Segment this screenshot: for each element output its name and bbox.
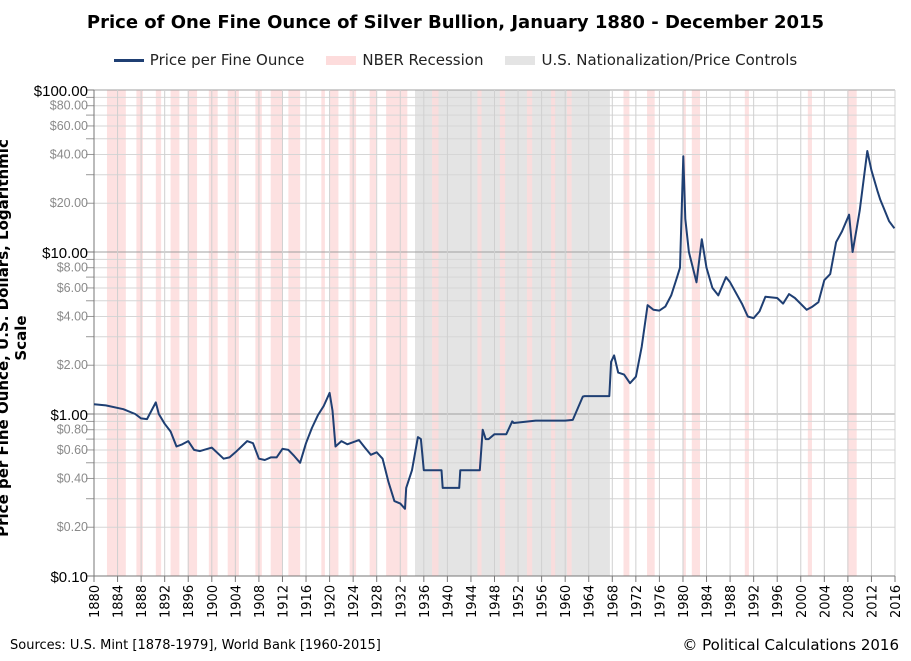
x-tick-label: 1940 xyxy=(441,585,456,618)
price-line xyxy=(93,150,896,510)
y-tick-label-minor: $80.00 xyxy=(50,99,88,113)
x-tick-label: 2016 xyxy=(889,585,904,618)
x-tick-label: 1956 xyxy=(536,585,551,618)
x-tick-label: 2008 xyxy=(842,585,857,618)
legend: Price per Fine Ounce NBER Recession U.S.… xyxy=(0,51,911,69)
recession-band xyxy=(155,90,162,576)
recession-band xyxy=(499,90,506,576)
x-tick-label: 1916 xyxy=(300,585,315,618)
recession-band xyxy=(682,90,686,576)
y-tick-label-minor: $0.20 xyxy=(57,520,88,534)
x-tick-label: 1888 xyxy=(135,585,150,618)
legend-item-recession: NBER Recession xyxy=(326,51,483,69)
recession-band xyxy=(106,90,126,576)
x-tick-label: 1904 xyxy=(229,585,244,618)
y-tick-label-minor: $0.80 xyxy=(57,423,88,437)
y-tick-label-minor: $0.60 xyxy=(57,443,88,457)
recession-band xyxy=(170,90,180,576)
recession-band xyxy=(691,90,701,576)
x-tick-label: 2004 xyxy=(818,585,833,618)
recession-band xyxy=(847,90,857,576)
x-tick-label: 1996 xyxy=(771,585,786,618)
recession-band xyxy=(369,90,377,576)
x-tick-label: 1908 xyxy=(253,585,268,618)
recession-band xyxy=(647,90,655,576)
chart-title: Price of One Fine Ounce of Silver Bullio… xyxy=(86,12,825,33)
x-tick-label: 1980 xyxy=(677,585,692,618)
x-tick-label: 1912 xyxy=(276,585,291,618)
x-tick-label: 1964 xyxy=(583,585,598,618)
legend-label: NBER Recession xyxy=(362,51,484,69)
y-tick-label-minor: $40.00 xyxy=(50,147,88,161)
recession-band xyxy=(386,90,408,576)
y-tick-label-minor: $2.00 xyxy=(57,358,88,372)
legend-item-nationalization: U.S. Nationalization/Price Controls xyxy=(505,51,797,69)
y-tick-label: $0.10 xyxy=(50,569,88,586)
x-tick-label: 2000 xyxy=(795,585,810,618)
y-tick-label: $10.00 xyxy=(42,245,88,262)
x-tick-label: 1896 xyxy=(182,585,197,618)
recession-band xyxy=(744,90,749,576)
x-tick-label: 2012 xyxy=(865,585,880,618)
legend-label: U.S. Nationalization/Price Controls xyxy=(541,51,798,69)
x-tick-label: 1880 xyxy=(88,585,103,618)
y-tick-label: $1.00 xyxy=(50,407,88,424)
legend-item-price: Price per Fine Ounce xyxy=(113,51,305,69)
x-tick-label: 1972 xyxy=(630,585,645,618)
x-tick-label: 1992 xyxy=(748,585,763,618)
recession-band xyxy=(477,90,482,576)
recession-band xyxy=(270,90,283,576)
y-tick-label-minor: $60.00 xyxy=(50,119,88,133)
recession-band xyxy=(187,90,198,576)
x-tick-label: 1948 xyxy=(489,585,504,618)
y-tick-label-minor: $4.00 xyxy=(57,309,88,323)
y-tick-label-minor: $0.40 xyxy=(57,471,88,485)
legend-swatch-nationalization xyxy=(505,55,536,65)
recession-band xyxy=(566,90,572,576)
recession-band xyxy=(807,90,812,576)
legend-label: Price per Fine Ounce xyxy=(149,51,305,69)
x-tick-label: 1936 xyxy=(418,585,433,618)
x-tick-label: 1924 xyxy=(347,585,362,618)
recession-band xyxy=(321,90,325,576)
x-tick-label: 1984 xyxy=(701,585,716,618)
y-tick-label-minor: $6.00 xyxy=(57,281,88,295)
recession-band xyxy=(329,90,339,576)
x-tick-label: 1892 xyxy=(159,585,174,618)
y-tick-label: $100.00 xyxy=(34,83,88,100)
x-tick-label: 1920 xyxy=(324,585,339,618)
x-tick-label: 1932 xyxy=(394,585,409,618)
recession-band xyxy=(136,90,143,576)
y-tick-label-minor: $20.00 xyxy=(50,196,88,210)
y-tick-label-minor: $8.00 xyxy=(57,261,88,275)
recession-band xyxy=(526,90,533,576)
x-tick-label: 1968 xyxy=(606,585,621,618)
recession-band xyxy=(208,90,218,576)
recession-band xyxy=(288,90,301,576)
copyright: © Political Calculations 2016 xyxy=(682,636,899,654)
x-tick-label: 1884 xyxy=(112,585,127,618)
recession-band xyxy=(227,90,239,576)
recession-band xyxy=(623,90,630,576)
sources-note: Sources: U.S. Mint [1878-1979], World Ba… xyxy=(10,638,381,653)
x-tick-label: 1928 xyxy=(371,585,386,618)
x-tick-label: 1944 xyxy=(465,585,480,618)
x-tick-label: 1900 xyxy=(206,585,221,618)
recession-band xyxy=(432,90,439,576)
legend-swatch-line xyxy=(113,58,144,62)
legend-swatch-recession xyxy=(326,55,357,65)
nationalization-band xyxy=(414,90,610,576)
x-tick-label: 1976 xyxy=(653,585,668,618)
x-tick-label: 1960 xyxy=(559,585,574,618)
x-tick-label: 1952 xyxy=(512,585,527,618)
recession-band xyxy=(551,90,556,576)
x-tick-label: 1988 xyxy=(724,585,739,618)
